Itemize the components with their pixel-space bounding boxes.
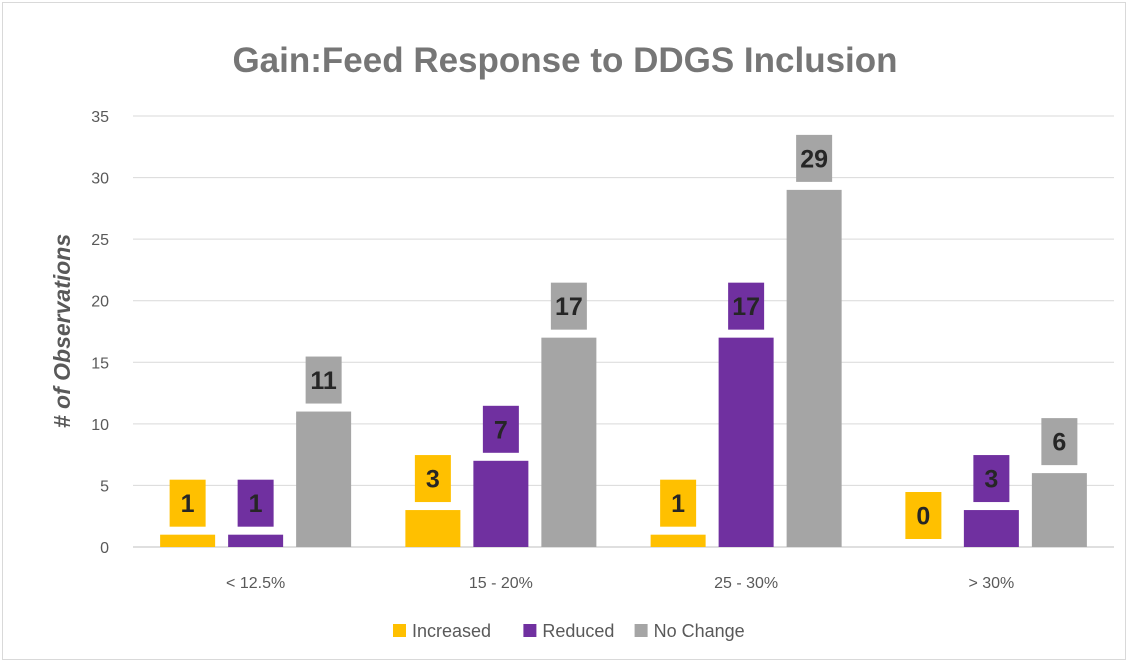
chart-title: Gain:Feed Response to DDGS Inclusion xyxy=(232,41,897,80)
bar-increased-2 xyxy=(650,534,706,547)
data-label-reduced-2: 17 xyxy=(728,282,765,330)
y-tick-label: 20 xyxy=(91,294,109,311)
y-tick-label: 30 xyxy=(91,171,109,188)
gridlines xyxy=(133,115,1114,548)
legend-label: Increased xyxy=(412,621,491,641)
data-label-text: 3 xyxy=(984,466,998,494)
data-label-box xyxy=(414,455,451,503)
y-tick-label: 5 xyxy=(100,478,109,495)
data-label-text: 1 xyxy=(249,490,263,518)
data-label-no-change-0: 11 xyxy=(305,356,342,404)
data-label-text: 6 xyxy=(1052,429,1066,457)
data-label-increased-0: 1 xyxy=(169,479,206,527)
bar-no-change-1 xyxy=(541,337,597,547)
y-tick-label: 35 xyxy=(91,109,109,126)
legend-item-reduced: Reduced xyxy=(523,621,614,641)
data-label-box xyxy=(1041,418,1078,466)
data-label-reduced-1: 7 xyxy=(482,405,519,453)
data-label-text: 1 xyxy=(671,490,685,518)
y-tick-labels: 0 5 10 15 20 25 30 35 xyxy=(91,109,109,557)
data-label-text: 0 xyxy=(916,503,930,531)
legend-swatch xyxy=(634,624,648,637)
data-label-reduced-0: 1 xyxy=(237,479,274,527)
bar-no-change-2 xyxy=(786,189,842,547)
legend-swatch xyxy=(523,624,537,637)
x-tick-label: 15 - 20% xyxy=(469,575,533,592)
legend-swatch xyxy=(393,624,406,637)
bar-reduced-0 xyxy=(228,534,284,547)
data-label-text: 1 xyxy=(181,490,195,518)
legend-item-no-change: No Change xyxy=(634,621,745,641)
x-tick-label: > 30% xyxy=(968,575,1014,592)
data-label-box xyxy=(973,455,1010,503)
bar-no-change-3 xyxy=(1031,473,1087,547)
bar-increased-1 xyxy=(405,510,461,547)
data-label-text: 17 xyxy=(732,293,760,321)
bar-increased-0 xyxy=(160,534,216,547)
data-label-reduced-3: 3 xyxy=(973,455,1010,503)
y-tick-label: 25 xyxy=(91,232,109,249)
y-axis-label: # of Observations xyxy=(49,234,75,428)
legend: Increased Reduced No Change xyxy=(393,621,745,641)
bars xyxy=(160,189,1087,547)
legend-label: Reduced xyxy=(542,621,614,641)
x-tick-labels: < 12.5% 15 - 20% 25 - 30% > 30% xyxy=(226,575,1014,592)
data-label-text: 11 xyxy=(310,367,337,395)
legend-label: No Change xyxy=(654,621,745,641)
y-tick-label: 10 xyxy=(91,417,109,434)
x-tick-label: < 12.5% xyxy=(226,575,285,592)
x-tick-label: 25 - 30% xyxy=(714,575,778,592)
data-label-text: 3 xyxy=(426,466,440,494)
data-label-text: 17 xyxy=(555,293,583,321)
data-label-box xyxy=(728,282,765,330)
bar-no-change-0 xyxy=(296,411,352,547)
legend-item-increased: Increased xyxy=(393,621,491,641)
data-label-no-change-1: 17 xyxy=(550,282,587,330)
data-label-increased-1: 3 xyxy=(414,455,451,503)
data-label-box xyxy=(796,134,833,182)
data-label-increased-2: 1 xyxy=(660,479,697,527)
y-tick-label: 0 xyxy=(100,540,109,557)
data-label-box xyxy=(169,479,206,527)
data-label-box xyxy=(550,282,587,330)
data-label-text: 29 xyxy=(800,145,828,173)
bar-reduced-3 xyxy=(963,510,1019,547)
data-label-no-change-2: 29 xyxy=(796,134,833,182)
data-label-no-change-3: 6 xyxy=(1041,418,1078,466)
data-label-box xyxy=(237,479,274,527)
bar-reduced-2 xyxy=(718,337,774,547)
bar-reduced-1 xyxy=(473,460,529,547)
data-label-increased-3: 0 xyxy=(905,492,942,539)
data-label-box xyxy=(905,492,942,539)
y-tick-label: 15 xyxy=(91,355,109,372)
data-label-text: 7 xyxy=(494,416,508,444)
data-label-box xyxy=(660,479,697,527)
data-label-box xyxy=(482,405,519,453)
data-label-box xyxy=(305,356,342,404)
